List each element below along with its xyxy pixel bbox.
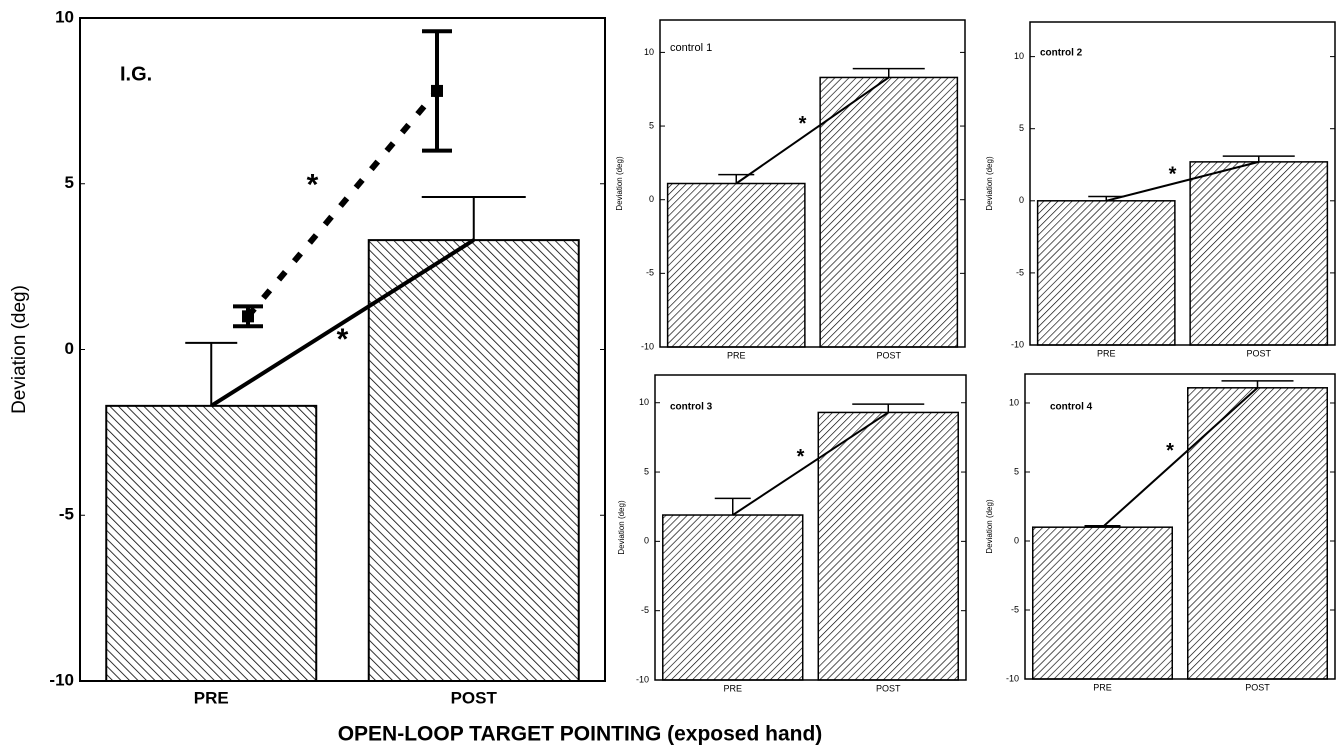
bar — [1187, 387, 1328, 680]
bar — [817, 411, 959, 681]
y-axis-label: Deviation (deg) — [615, 156, 624, 211]
annotation: * — [1166, 440, 1174, 462]
y-tick-label: 0 — [65, 339, 74, 358]
bar — [662, 514, 804, 681]
x-tick-label: PRE — [723, 683, 742, 693]
point — [242, 310, 254, 323]
x-tick-label: PRE — [727, 350, 746, 360]
panel-title: I.G. — [120, 63, 152, 85]
y-tick-label: 10 — [644, 47, 654, 57]
y-tick-label: -10 — [1011, 339, 1024, 349]
y-tick-label: 10 — [55, 7, 74, 26]
x-tick-label: PRE — [1097, 348, 1116, 358]
y-tick-label: -10 — [636, 674, 649, 684]
y-tick-label: 10 — [1009, 397, 1019, 407]
y-tick-label: 5 — [1019, 123, 1024, 133]
connector-line — [1106, 160, 1259, 202]
y-tick-label: -5 — [59, 505, 74, 524]
x-tick-label: POST — [451, 688, 498, 707]
connector-line — [1101, 387, 1259, 528]
y-tick-label: 5 — [1014, 466, 1019, 476]
y-tick-label: 0 — [1019, 195, 1024, 205]
y-tick-label: 5 — [649, 120, 654, 130]
y-tick-label: 0 — [1014, 535, 1019, 545]
y-axis-label: Deviation (deg) — [985, 156, 994, 211]
figure-xlabel: OPEN-LOOP TARGET POINTING (exposed hand) — [338, 723, 823, 746]
x-tick-label: PRE — [194, 688, 229, 707]
annotation: * — [799, 113, 807, 135]
x-tick-label: POST — [1245, 682, 1270, 692]
plot-frame — [1024, 373, 1336, 680]
annotation: * — [797, 446, 805, 468]
bar — [105, 404, 318, 682]
bar — [819, 76, 959, 348]
x-tick-label: POST — [876, 350, 901, 360]
y-tick-label: 10 — [639, 397, 649, 407]
y-tick-label: 5 — [65, 173, 74, 192]
y-tick-label: -5 — [646, 268, 654, 278]
y-tick-label: -10 — [1006, 673, 1019, 683]
plot-frame — [654, 374, 967, 681]
bar — [1036, 200, 1176, 346]
x-tick-label: POST — [876, 683, 901, 693]
x-tick-label: POST — [1246, 348, 1271, 358]
annotation: * — [337, 323, 349, 356]
plot-frame — [1029, 21, 1336, 346]
x-tick-label: PRE — [1093, 682, 1112, 692]
y-tick-label: -5 — [1011, 604, 1019, 614]
connector-line — [732, 411, 889, 516]
y-tick-label: 10 — [1014, 51, 1024, 61]
plot-frame — [79, 17, 606, 682]
y-axis-label: Deviation (deg) — [985, 499, 994, 554]
y-tick-label: -10 — [641, 341, 654, 351]
panel-title: control 4 — [1050, 402, 1093, 413]
connector-line — [210, 238, 475, 408]
annotation: * — [307, 169, 319, 202]
panel-title: control 3 — [670, 402, 713, 413]
panel-title: control 2 — [1040, 48, 1083, 59]
plot-frame — [659, 19, 966, 348]
y-tick-label: 0 — [649, 194, 654, 204]
y-tick-label: -5 — [641, 605, 649, 615]
bar — [666, 182, 806, 348]
connector-line — [245, 89, 440, 319]
y-tick-label: -5 — [1016, 267, 1024, 277]
y-tick-label: 0 — [644, 536, 649, 546]
y-axis-label: Deviation (deg) — [9, 285, 30, 414]
bar — [367, 239, 580, 682]
panel-title: control 1 — [670, 42, 712, 54]
y-tick-label: -10 — [49, 670, 74, 689]
annotation: * — [1169, 164, 1177, 186]
bar — [1189, 161, 1329, 346]
bar — [1032, 526, 1173, 680]
y-axis-label: Deviation (deg) — [617, 500, 626, 555]
point — [431, 84, 443, 97]
y-tick-label: 5 — [644, 466, 649, 476]
connector-line — [735, 76, 890, 185]
